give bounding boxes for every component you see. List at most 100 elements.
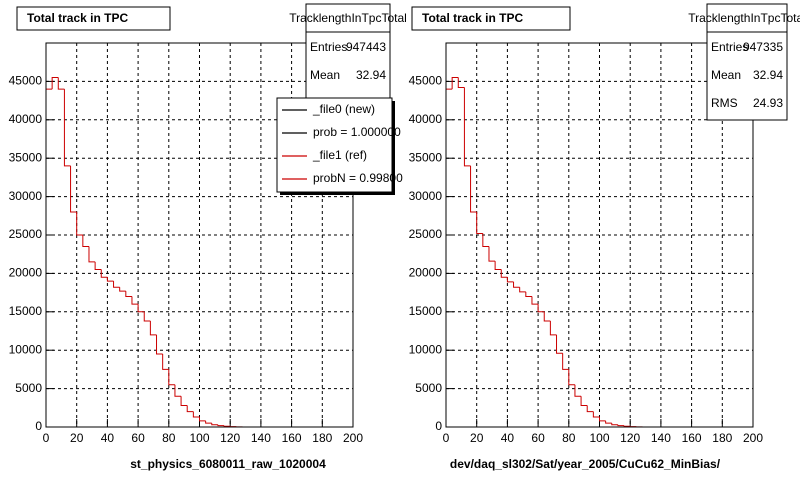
x-tick-label: 40 bbox=[501, 431, 515, 445]
y-tick-label: 35000 bbox=[9, 150, 43, 164]
histogram-bin bbox=[88, 246, 96, 263]
legend-label: prob = 1.000000 bbox=[313, 125, 401, 139]
histogram-bin bbox=[223, 425, 231, 427]
histogram-bin bbox=[549, 321, 557, 336]
histogram-bin bbox=[617, 424, 625, 427]
histogram-bin bbox=[51, 77, 59, 90]
stats-label: RMS bbox=[711, 96, 738, 110]
histogram-bin bbox=[470, 165, 477, 213]
y-tick-label: 45000 bbox=[409, 74, 443, 88]
histogram-bin bbox=[463, 87, 471, 167]
histogram-bin bbox=[57, 77, 65, 90]
histogram-bin bbox=[623, 425, 631, 427]
histogram-bin bbox=[543, 311, 551, 322]
histogram-bin bbox=[70, 165, 77, 213]
y-tick-label: 30000 bbox=[409, 189, 443, 203]
x-tick-label: 20 bbox=[70, 431, 84, 445]
x-tick-label: 20 bbox=[470, 431, 484, 445]
x-tick-label: 180 bbox=[712, 431, 732, 445]
stats-box bbox=[706, 3, 788, 121]
histogram-bin bbox=[63, 89, 71, 167]
y-tick-label: 20000 bbox=[409, 266, 443, 280]
histogram-bin bbox=[574, 384, 582, 397]
x-tick-label: 120 bbox=[220, 431, 240, 445]
histogram-bin bbox=[476, 211, 483, 234]
stats-value: 947335 bbox=[743, 40, 783, 54]
histogram-bin bbox=[494, 261, 502, 271]
histogram-bin bbox=[513, 281, 520, 288]
histogram-bin bbox=[217, 424, 225, 427]
x-tick-label: 120 bbox=[620, 431, 640, 445]
histogram-bin bbox=[592, 411, 600, 418]
histogram-bin bbox=[162, 354, 169, 370]
histogram-bin bbox=[531, 296, 539, 305]
x-tick-label: 0 bbox=[43, 431, 50, 445]
histogram-bin bbox=[180, 396, 188, 406]
x-tick-label: 160 bbox=[682, 431, 702, 445]
histogram-bin bbox=[192, 411, 200, 418]
histogram-bin bbox=[106, 277, 114, 282]
chart-title: Total track in TPC bbox=[27, 11, 128, 25]
histogram-bin bbox=[580, 396, 588, 406]
stats-label: Mean bbox=[711, 68, 741, 82]
histogram-bin bbox=[605, 420, 612, 424]
title-box bbox=[16, 6, 171, 31]
histogram-bin bbox=[599, 417, 606, 422]
stats-value: 32.94 bbox=[753, 68, 783, 82]
histogram-bin bbox=[500, 269, 508, 278]
histogram-bin bbox=[143, 311, 151, 322]
x-axis-title: st_physics_6080011_raw_1020004 bbox=[130, 457, 326, 471]
histogram-bin bbox=[568, 369, 575, 386]
histogram-bin bbox=[131, 296, 139, 305]
x-axis-title: dev/daq_sl302/Sat/year_2005/CuCu62_MinBi… bbox=[450, 457, 721, 471]
stats-label: Entries bbox=[310, 40, 347, 54]
x-tick-label: 80 bbox=[162, 431, 176, 445]
histogram-bin bbox=[586, 405, 594, 413]
histogram-bin bbox=[137, 304, 145, 313]
stats-value: 24.93 bbox=[753, 96, 783, 110]
y-tick-label: 15000 bbox=[409, 304, 443, 318]
histogram-bin bbox=[113, 281, 120, 288]
histogram-bin bbox=[482, 233, 489, 248]
stats-label: Entries bbox=[711, 40, 748, 54]
histogram-bin bbox=[451, 77, 459, 90]
y-tick-label: 20000 bbox=[9, 266, 43, 280]
plot-frame bbox=[445, 42, 754, 428]
y-tick-label: 45000 bbox=[9, 74, 43, 88]
x-tick-label: 180 bbox=[312, 431, 332, 445]
histogram-bin bbox=[76, 211, 83, 236]
histogram-bin bbox=[205, 420, 212, 424]
stats-label: Mean bbox=[310, 68, 340, 82]
x-tick-label: 140 bbox=[651, 431, 671, 445]
x-tick-label: 200 bbox=[343, 431, 363, 445]
x-tick-label: 140 bbox=[251, 431, 271, 445]
chart-title: Total track in TPC bbox=[422, 11, 523, 25]
histogram-bin bbox=[186, 405, 194, 413]
x-tick-label: 40 bbox=[101, 431, 115, 445]
y-tick-label: 5000 bbox=[415, 381, 442, 395]
y-tick-label: 25000 bbox=[9, 227, 43, 241]
legend-box bbox=[276, 97, 393, 193]
y-tick-label: 35000 bbox=[409, 150, 443, 164]
histogram-bin bbox=[119, 287, 126, 292]
title-box bbox=[411, 6, 571, 31]
histogram-bin bbox=[156, 334, 163, 355]
legend-label: _file1 (ref) bbox=[312, 148, 367, 162]
y-tick-label: 15000 bbox=[9, 304, 43, 318]
histogram-bin bbox=[506, 277, 514, 283]
y-tick-label: 30000 bbox=[9, 189, 43, 203]
histogram-bin bbox=[525, 291, 532, 297]
y-tick-label: 0 bbox=[35, 419, 42, 433]
stats-title: TracklengthInTpcTotal bbox=[289, 11, 407, 25]
x-tick-label: 0 bbox=[443, 431, 450, 445]
stats-value: 947443 bbox=[346, 40, 386, 54]
legend: _file0 (new) prob = 1.000000 _file1 (ref) p… bbox=[282, 102, 403, 185]
y-tick-label: 40000 bbox=[409, 112, 443, 126]
histogram-bin bbox=[94, 261, 102, 271]
histogram-bin bbox=[457, 77, 465, 89]
histogram-bin bbox=[199, 417, 206, 422]
plot-frame bbox=[45, 42, 354, 428]
x-tick-label: 160 bbox=[282, 431, 302, 445]
x-tick-label: 100 bbox=[589, 431, 609, 445]
